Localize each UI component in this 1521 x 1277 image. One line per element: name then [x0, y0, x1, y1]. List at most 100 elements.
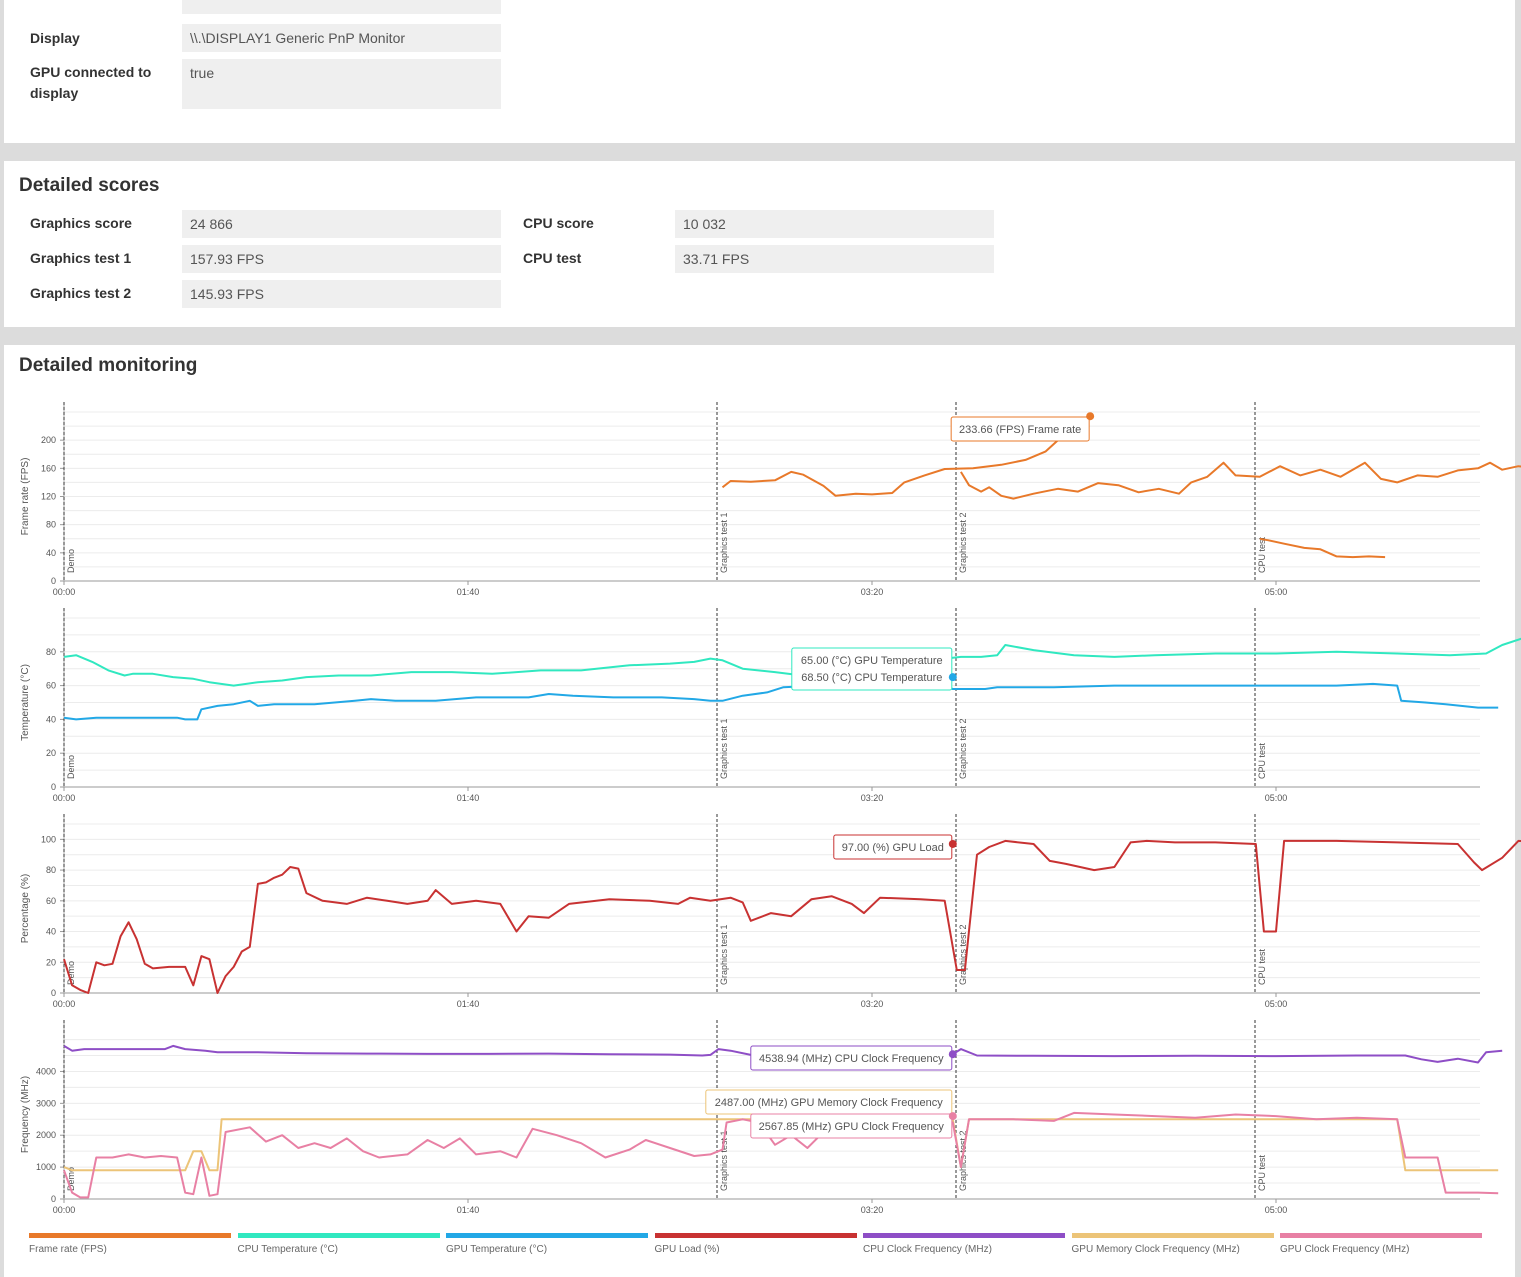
y-axis-label: Percentage (%)	[20, 874, 31, 943]
legend-label: Frame rate (FPS)	[29, 1244, 107, 1255]
display-value: \\.\DISPLAY1 Generic PnP Monitor	[182, 24, 501, 52]
x-tick-label: 03:20	[861, 587, 884, 597]
system-info-panel: Display \\.\DISPLAY1 Generic PnP Monitor…	[4, 0, 1515, 143]
tooltip-text: 4538.94 (MHz) CPU Clock Frequency	[759, 1053, 944, 1065]
y-tick-label: 1000	[36, 1162, 56, 1172]
legend-item[interactable]: GPU Clock Frequency (MHz)	[1280, 1233, 1482, 1255]
x-tick-label: 01:40	[457, 587, 480, 597]
tooltip-dot	[948, 1112, 957, 1121]
graphics-test1-label: Graphics test 1	[30, 250, 132, 266]
tooltip-text: 97.00 (%) GPU Load	[842, 842, 944, 854]
y-tick-label: 80	[46, 520, 56, 530]
chart-1: 0 20 40 60 80 Temperature (°C) 00:00 01:40 03:20…	[20, 608, 1521, 803]
system-info-value-cutoff	[182, 0, 501, 14]
detailed-scores-panel: Detailed scores Graphics score 24 866 Gr…	[4, 161, 1515, 327]
legend-item[interactable]: CPU Clock Frequency (MHz)	[863, 1233, 1065, 1255]
x-tick-label: 00:00	[53, 999, 76, 1009]
legend-item[interactable]: GPU Memory Clock Frequency (MHz)	[1071, 1233, 1274, 1255]
tooltip-box	[791, 647, 953, 691]
x-tick-label: 00:00	[53, 587, 76, 597]
section-marker-label: Graphics test 1	[719, 512, 729, 573]
y-axis-label: Frame rate (FPS)	[20, 458, 31, 536]
y-tick-label: 3000	[36, 1098, 56, 1108]
series-line	[63, 1108, 1499, 1199]
section-marker-label: CPU test	[1257, 742, 1267, 779]
chart-3: 0 1000 2000 3000 4000 Frequency (MHz) 00:00 01:…	[20, 1020, 1503, 1215]
tooltip-text: 233.66 (FPS) Frame rate	[959, 424, 1081, 436]
legend-swatch	[29, 1233, 231, 1238]
x-tick-label: 00:00	[53, 1205, 76, 1215]
x-tick-label: 05:00	[1265, 587, 1288, 597]
legend-swatch	[863, 1233, 1065, 1238]
graphics-test1-value: 157.93 FPS	[182, 245, 501, 273]
chart-2: 0 20 40 60 80 100 Percentage (%) 00:00 01:40 03:2…	[20, 814, 1521, 1009]
tooltip-box	[750, 1113, 953, 1139]
graphics-score-value: 24 866	[182, 210, 501, 238]
section-marker-label: Graphics test 2	[958, 718, 968, 779]
tooltip-dot	[948, 673, 957, 682]
tooltip-dot	[1086, 412, 1095, 421]
section-marker-label: Graphics test 1	[719, 924, 729, 985]
y-tick-label: 60	[46, 896, 56, 906]
chart-0: 0 40 80 120 160 200 Frame rate (FPS) 00:00 01:40…	[20, 402, 1521, 597]
tooltip-text: 2567.85 (MHz) GPU Clock Frequency	[759, 1121, 945, 1133]
detailed-monitoring-title: Detailed monitoring	[19, 355, 198, 376]
section-marker-label: Graphics test 2	[958, 1130, 968, 1191]
gpu-connected-value: true	[182, 59, 501, 109]
y-tick-label: 40	[46, 714, 56, 724]
series-line	[63, 1044, 1503, 1064]
section-marker-label: CPU test	[1257, 948, 1267, 985]
legend-item[interactable]: Frame rate (FPS)	[29, 1233, 231, 1255]
legend-label: CPU Temperature (°C)	[237, 1244, 339, 1255]
series-line	[721, 415, 1091, 497]
series-line	[960, 461, 1521, 500]
tooltip-box	[950, 416, 1090, 442]
section-marker-label: Graphics test 1	[719, 718, 729, 779]
legend-swatch	[446, 1233, 648, 1238]
tooltip-text: 2487.00 (MHz) GPU Memory Clock Frequency	[715, 1097, 944, 1109]
x-tick-label: 05:00	[1265, 1205, 1288, 1215]
series-line	[63, 839, 1521, 994]
section-marker-label: CPU test	[1257, 536, 1267, 573]
cpu-score-value: 10 032	[675, 210, 994, 238]
cpu-test-value: 33.71 FPS	[675, 245, 994, 273]
y-tick-label: 100	[41, 834, 56, 844]
section-marker-label: CPU test	[1257, 1154, 1267, 1191]
y-tick-label: 20	[46, 748, 56, 758]
detailed-scores-title: Detailed scores	[19, 175, 160, 196]
tooltip-dot	[948, 839, 957, 848]
legend-item[interactable]: GPU Load (%)	[654, 1233, 857, 1255]
section-marker-label: Graphics test 2	[958, 512, 968, 573]
x-tick-label: 05:00	[1265, 793, 1288, 803]
y-tick-label: 120	[41, 492, 56, 502]
legend-label: GPU Memory Clock Frequency (MHz)	[1071, 1244, 1240, 1255]
y-tick-label: 20	[46, 957, 56, 967]
y-tick-label: 2000	[36, 1130, 56, 1140]
y-tick-label: 40	[46, 927, 56, 937]
legend-item[interactable]: GPU Temperature (°C)	[446, 1233, 648, 1255]
y-tick-label: 60	[46, 681, 56, 691]
legend-label: GPU Load (%)	[654, 1244, 720, 1255]
x-tick-label: 05:00	[1265, 999, 1288, 1009]
section-marker-label: Graphics test 1	[719, 1130, 729, 1191]
y-tick-label: 0	[51, 782, 56, 792]
display-label: Display	[30, 30, 80, 46]
y-tick-label: 80	[46, 865, 56, 875]
cpu-score-label: CPU score	[523, 215, 594, 231]
graphics-test2-value: 145.93 FPS	[182, 280, 501, 308]
x-tick-label: 03:20	[861, 793, 884, 803]
x-tick-label: 03:20	[861, 999, 884, 1009]
series-line	[1259, 537, 1386, 559]
cpu-test-label: CPU test	[523, 250, 582, 266]
section-marker-label: Demo	[66, 549, 76, 573]
x-tick-label: 01:40	[457, 793, 480, 803]
section-marker-label: Demo	[66, 1167, 76, 1191]
legend-item[interactable]: CPU Temperature (°C)	[237, 1233, 440, 1255]
legend-swatch	[1071, 1233, 1274, 1238]
graphics-score-label: Graphics score	[30, 215, 132, 231]
y-tick-label: 40	[46, 548, 56, 558]
y-tick-label: 80	[46, 647, 56, 657]
section-marker-label: Demo	[66, 755, 76, 779]
tooltip-text: 68.50 (°C) CPU Temperature	[801, 672, 942, 684]
series-line	[63, 676, 1499, 721]
